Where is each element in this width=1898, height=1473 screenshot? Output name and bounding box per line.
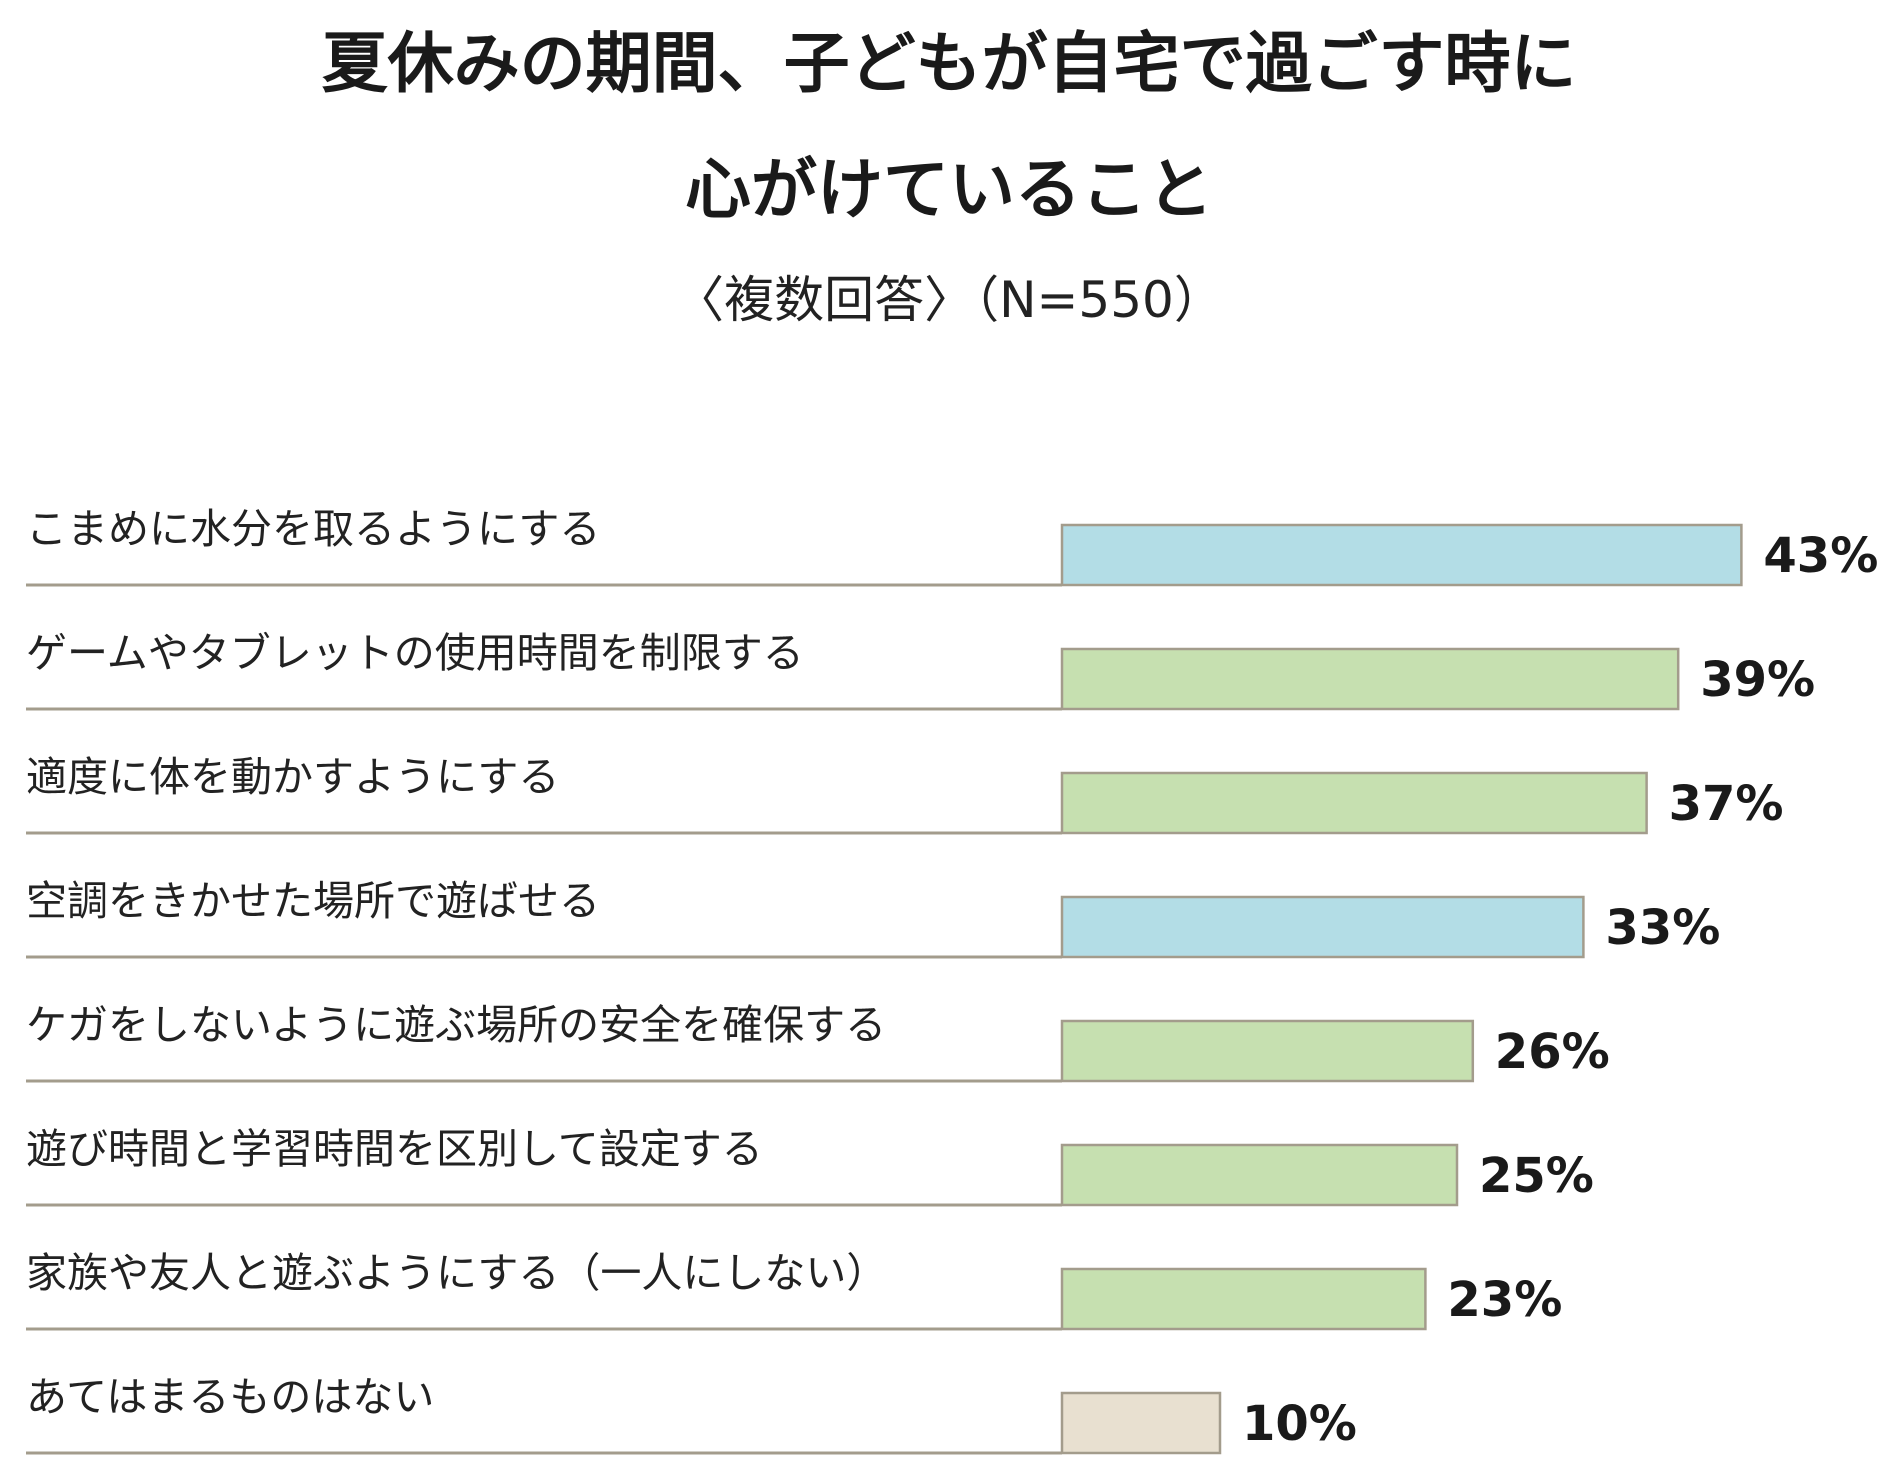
- value-label: 23%: [1447, 1272, 1562, 1328]
- value-label: 33%: [1605, 900, 1720, 956]
- value-label: 25%: [1479, 1148, 1594, 1204]
- value-label: 39%: [1700, 652, 1815, 708]
- category-label: 遊び時間と学習時間を区別して設定する: [26, 1125, 763, 1173]
- bar: [1060, 647, 1680, 711]
- bar: [1060, 523, 1743, 587]
- chart-row: ゲームやタブレットの使用時間を制限する 39%: [26, 629, 1815, 711]
- chart-row: 遊び時間と学習時間を区別して設定する 25%: [26, 1125, 1594, 1207]
- value-label: 10%: [1242, 1396, 1357, 1452]
- bar: [1060, 1391, 1222, 1455]
- bar: [1060, 895, 1585, 959]
- chart-row: あてはまるものはない 10%: [26, 1373, 1357, 1455]
- category-label: 空調をきかせた場所で遊ばせる: [26, 877, 600, 925]
- category-label: こまめに水分を取るようにする: [26, 505, 600, 553]
- bar: [1060, 1143, 1459, 1207]
- chart-subtitle: 〈複数回答〉（N=550）: [674, 271, 1224, 329]
- bar: [1060, 771, 1648, 835]
- chart-rows: こまめに水分を取るようにする 43% ゲームやタブレットの使用時間を制限する 39% 適…: [26, 505, 1878, 1455]
- chart-title-line-1: 夏休みの期間、子どもが自宅で過ごす時に: [321, 25, 1577, 102]
- value-label: 43%: [1763, 528, 1878, 584]
- category-label: あてはまるものはない: [26, 1373, 434, 1421]
- chart-row: こまめに水分を取るようにする 43%: [26, 505, 1878, 587]
- chart-title-line-2: 心がけていること: [685, 151, 1213, 228]
- value-label: 37%: [1669, 776, 1784, 832]
- category-label: ゲームやタブレットの使用時間を制限する: [26, 629, 804, 677]
- bar: [1060, 1019, 1475, 1083]
- bar: [1060, 1267, 1427, 1331]
- chart-row: 家族や友人と遊ぶようにする（一人にしない） 23%: [26, 1249, 1562, 1331]
- category-label: 適度に体を動かすようにする: [26, 753, 559, 801]
- category-label: 家族や友人と遊ぶようにする（一人にしない）: [26, 1249, 887, 1297]
- chart-row: 適度に体を動かすようにする 37%: [26, 753, 1784, 835]
- chart-row: ケガをしないように遊ぶ場所の安全を確保する 26%: [26, 1001, 1610, 1083]
- category-label: ケガをしないように遊ぶ場所の安全を確保する: [26, 1001, 886, 1049]
- value-label: 26%: [1495, 1024, 1610, 1080]
- chart-row: 空調をきかせた場所で遊ばせる 33%: [26, 877, 1720, 959]
